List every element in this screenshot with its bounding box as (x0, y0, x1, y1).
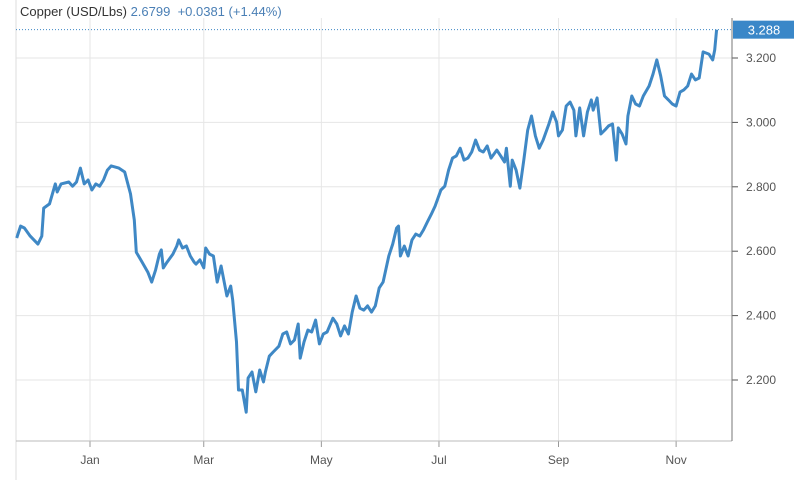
x-tick-label: Nov (665, 453, 686, 467)
instrument-name: Copper (USD/Lbs) (20, 4, 127, 19)
price-change-percent: (+1.44%) (228, 4, 282, 19)
y-tick-label: 2.200 (746, 373, 776, 387)
last-price: 2.6799 (130, 4, 171, 19)
y-tick-label: 2.600 (746, 244, 776, 258)
y-tick-label: 3.000 (746, 115, 776, 129)
x-tick-label: Sep (548, 453, 570, 467)
y-tick-label: 3.200 (746, 51, 776, 65)
y-tick-label: 2.400 (746, 309, 776, 323)
price-change: +0.0381 (177, 4, 225, 19)
y-tick-label: 2.800 (746, 180, 776, 194)
price-line (15, 29, 719, 414)
last-price-badge (733, 20, 794, 39)
chart-title: Copper (USD/Lbs) 2.6799 +0.0381 (+1.44%) (20, 4, 282, 19)
x-tick-label: Jul (431, 453, 446, 467)
last-price-label: 3.288 (748, 23, 781, 38)
x-tick-label: Jan (80, 453, 99, 467)
x-tick-label: Mar (193, 453, 214, 467)
x-tick-label: May (310, 453, 333, 467)
